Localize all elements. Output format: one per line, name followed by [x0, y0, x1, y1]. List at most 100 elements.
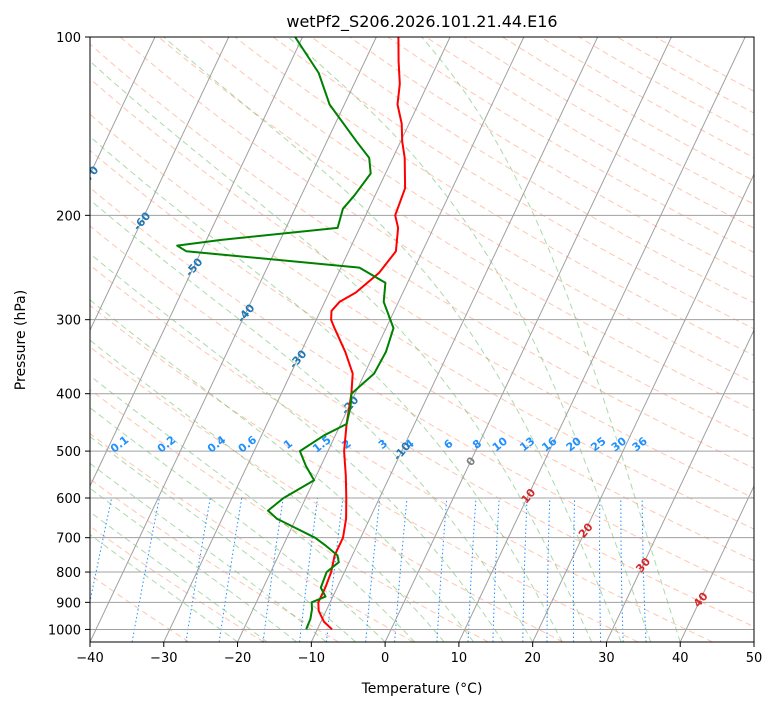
isotherm-label: -70 — [79, 163, 102, 187]
dry-adiabat — [90, 346, 564, 642]
mixing-ratio-line — [365, 497, 381, 642]
x-tick-label: 30 — [598, 651, 615, 666]
mixing-ratio-line — [492, 497, 500, 642]
dry-adiabat — [464, 37, 754, 205]
mixing-ratio-label: 6 — [442, 437, 456, 452]
isotherm-label: 40 — [691, 590, 711, 610]
dry-adiabat — [616, 37, 754, 114]
isotherm-line — [310, 37, 599, 642]
dry-adiabat — [272, 37, 754, 330]
moist-adiabat — [90, 407, 386, 642]
mixing-ratio-line — [467, 497, 477, 642]
isotherm-line — [90, 37, 377, 642]
y-axis-title: Pressure (hPa) — [13, 290, 29, 390]
isotherm-line — [237, 37, 525, 642]
x-tick-label: 20 — [524, 651, 541, 666]
mixing-ratio-line — [131, 497, 160, 642]
mixing-ratio-label: 3 — [376, 437, 390, 452]
x-tick-label: −40 — [76, 651, 103, 666]
moist-adiabat — [90, 534, 238, 642]
moist-adiabat — [163, 37, 622, 642]
y-tick-label: 600 — [56, 492, 81, 507]
mixing-ratio-line — [599, 497, 602, 642]
mixing-ratio-line — [641, 497, 647, 642]
dry-adiabat — [90, 389, 489, 642]
isotherm-label: -80 — [27, 117, 50, 141]
isotherm-label: 0 — [464, 454, 479, 468]
mixing-ratio-line — [90, 497, 113, 604]
isotherm-label: 10 — [519, 486, 539, 506]
y-tick-label: 900 — [56, 596, 81, 611]
x-tick-label: −30 — [150, 651, 177, 666]
dry-adiabat — [655, 37, 754, 92]
x-tick-label: 50 — [746, 651, 763, 666]
mixing-ratio-label: 0.1 — [108, 433, 131, 455]
mixing-ratio-line — [546, 497, 551, 642]
isotherm-line — [90, 37, 156, 176]
mixing-ratio-line — [522, 497, 528, 642]
moist-adiabat — [90, 375, 415, 642]
dry-adiabat — [90, 264, 713, 642]
dry-adiabat — [349, 37, 754, 278]
dry-adiabat — [90, 113, 754, 530]
x-tick-label: −10 — [298, 651, 325, 666]
x-tick-label: 40 — [672, 651, 689, 666]
dewpoint-profile — [176, 37, 395, 630]
isotherm-line — [605, 329, 754, 642]
isotherm-line — [532, 173, 754, 642]
moist-adiabat — [90, 199, 534, 642]
y-tick-label: 500 — [56, 445, 81, 460]
axes: −40 −30 −20 −10 0 10 20 30 40 5010020030040050060… — [48, 31, 762, 666]
moist-adiabat — [90, 436, 356, 642]
isotherm-line — [163, 37, 451, 642]
moist-adiabat — [287, 37, 652, 642]
mixing-ratio-label: 0.6 — [236, 433, 260, 455]
dry-adiabat — [90, 525, 265, 642]
isotherm-line — [0, 37, 7, 642]
dry-adiabat — [196, 37, 754, 384]
dry-adiabat — [90, 149, 754, 562]
isotherm-line — [458, 37, 746, 642]
x-axis-title: Temperature (°C) — [361, 681, 483, 697]
moist-adiabat — [421, 37, 681, 642]
dry-adiabat — [90, 187, 754, 594]
plot-frame — [89, 36, 755, 643]
moist-adiabat — [90, 299, 474, 642]
isotherm-label: -60 — [131, 209, 154, 233]
y-tick-label: 300 — [56, 314, 81, 329]
isotherm-label: -50 — [183, 255, 206, 279]
mixing-ratio-line — [394, 497, 408, 642]
isotherm-line — [679, 484, 754, 642]
y-tick-label: 800 — [56, 566, 81, 581]
mixing-ratio-line — [620, 498, 624, 642]
mixing-ratio-label: 0.4 — [205, 433, 229, 455]
mixing-ratio-line — [299, 497, 319, 642]
line-labels: 0.10.20.40.611.52346810131620253036-100-… — [27, 117, 711, 610]
moist-adiabat — [90, 511, 268, 642]
moist-adiabat — [90, 339, 445, 642]
mixing-ratio-line — [436, 497, 448, 642]
moist-adiabat — [90, 60, 593, 642]
y-tick-label: 400 — [56, 388, 81, 403]
dry-adiabat — [158, 37, 754, 412]
mixing-ratio-line — [572, 497, 576, 642]
x-tick-label: −20 — [224, 651, 251, 666]
isotherm-label: -30 — [287, 347, 310, 371]
x-tick-label: 10 — [451, 651, 468, 666]
chart-grid — [0, 37, 754, 642]
y-tick-label: 1000 — [48, 623, 81, 638]
dry-adiabat — [90, 304, 639, 642]
mixing-ratio-label: 2 — [340, 437, 354, 452]
x-tick-label: 0 — [381, 651, 389, 666]
mixing-ratio-line — [262, 497, 284, 642]
dry-adiabat — [90, 43, 754, 469]
dry-adiabat — [387, 37, 754, 254]
moist-adiabat — [90, 135, 563, 642]
dry-adiabat — [234, 37, 754, 356]
y-tick-label: 200 — [56, 209, 81, 224]
isotherm-line — [90, 37, 303, 488]
mixing-ratio-line — [325, 497, 344, 642]
isotherm-label: -40 — [235, 301, 258, 325]
mixing-ratio-label: 0.2 — [155, 433, 178, 455]
